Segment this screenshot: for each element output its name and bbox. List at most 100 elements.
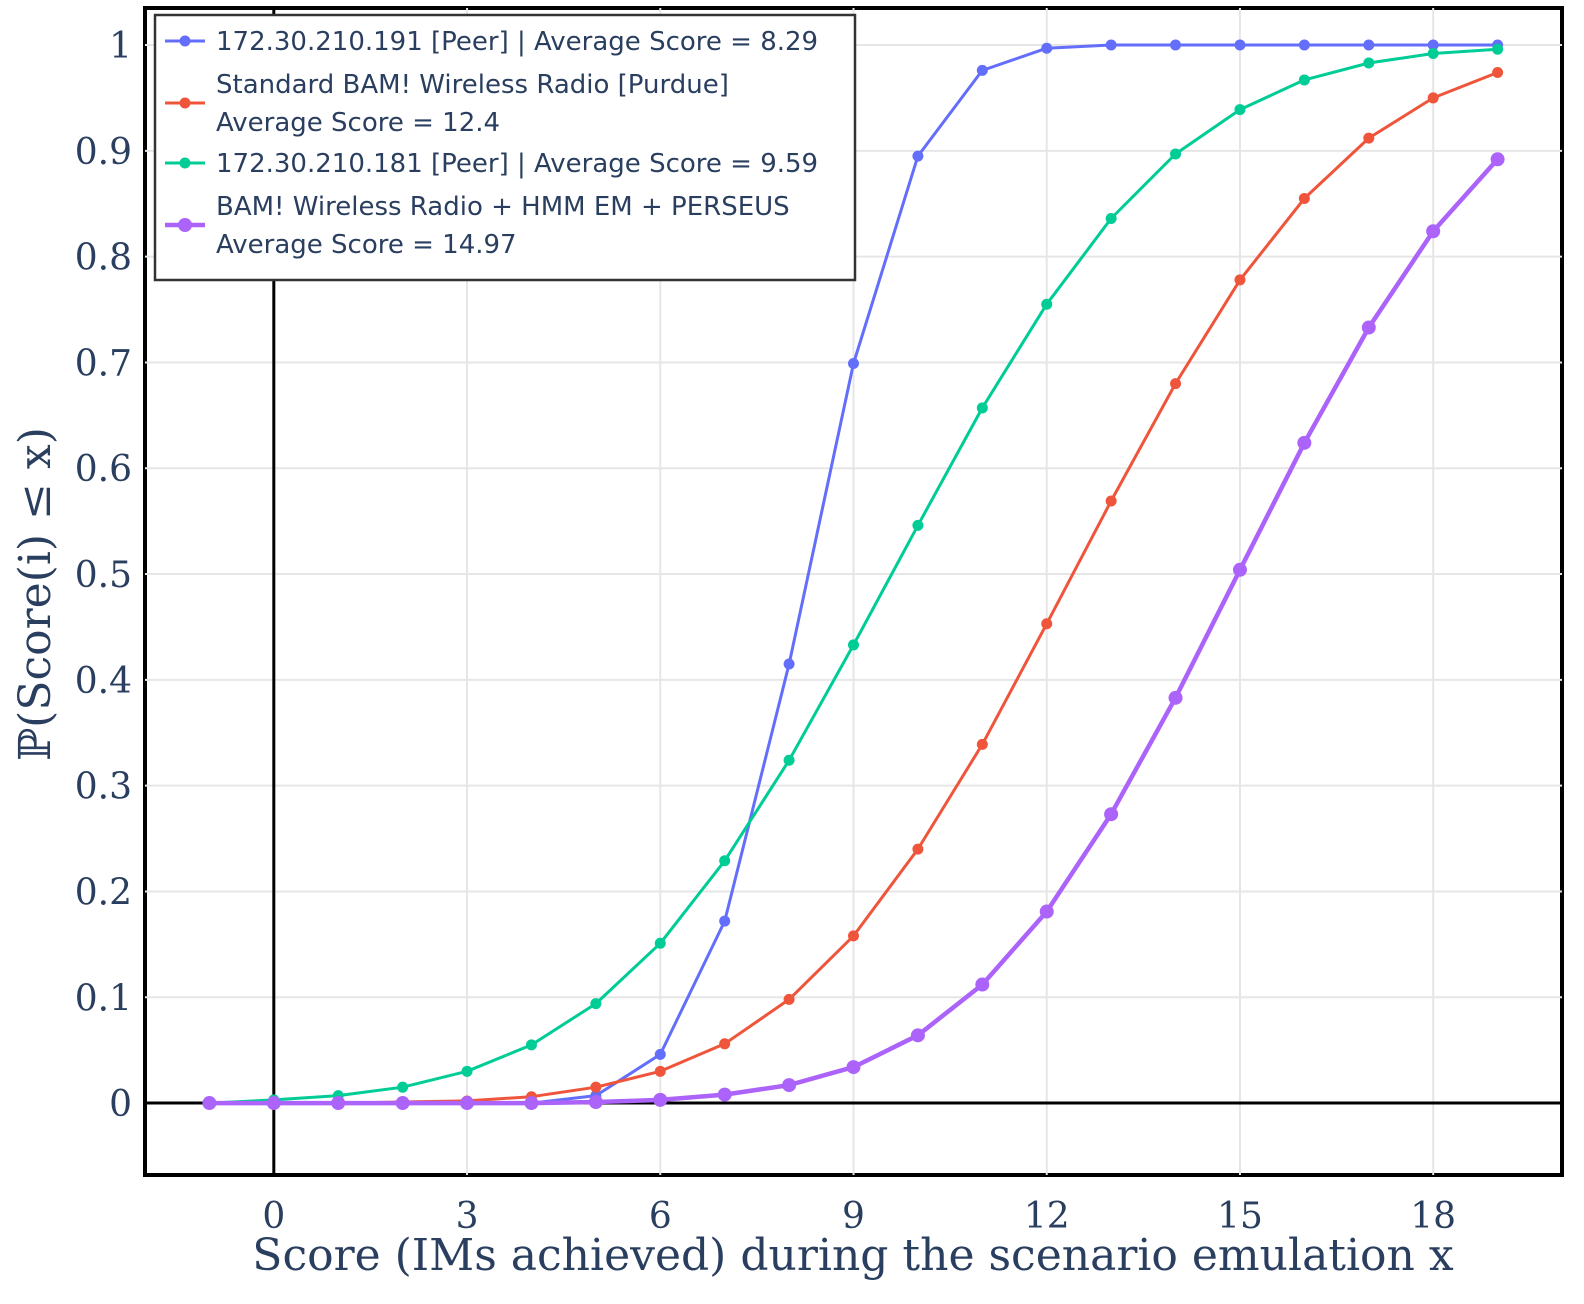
legend: 172.30.210.191 [Peer] | Average Score = …: [153, 13, 857, 282]
data-point: [976, 738, 988, 750]
y-tick-label: 0.4: [75, 661, 132, 702]
data-point: [783, 754, 795, 766]
data-point: [1170, 378, 1182, 390]
data-point: [1427, 92, 1439, 104]
data-point: [1041, 42, 1053, 54]
data-point: [1170, 39, 1182, 51]
data-point: [1041, 618, 1053, 630]
data-point: [975, 977, 990, 992]
data-point: [1170, 148, 1182, 160]
x-tick-label: 18: [1410, 1196, 1456, 1237]
data-point: [653, 1092, 668, 1107]
series-3: [203, 43, 1504, 1109]
data-point: [1492, 43, 1504, 55]
data-point: [912, 519, 924, 531]
x-tick-label: 6: [649, 1196, 672, 1237]
legend-label: Average Score = 12.4: [216, 108, 500, 138]
data-point: [395, 1096, 410, 1111]
data-point: [588, 1094, 603, 1109]
data-point: [331, 1096, 346, 1111]
data-point: [910, 1028, 925, 1043]
data-point: [1234, 39, 1246, 51]
x-tick-label: 15: [1217, 1196, 1263, 1237]
legend-label: BAM! Wireless Radio + HMM EM + PERSEUS: [216, 192, 790, 222]
y-tick-label: 0.5: [75, 555, 132, 596]
data-point: [848, 639, 859, 651]
x-tick-label: 12: [1024, 1196, 1070, 1237]
series-4: [202, 152, 1505, 1111]
data-point: [976, 64, 988, 76]
series-layer: [202, 39, 1505, 1111]
data-point: [976, 402, 988, 414]
data-point: [912, 150, 924, 162]
data-point: [1427, 47, 1439, 59]
data-point: [397, 1081, 409, 1093]
data-point: [1363, 57, 1375, 69]
data-point: [719, 1038, 731, 1050]
x-tick-label: 9: [842, 1196, 865, 1237]
x-axis-title: Score (IMs achieved) during the scenario…: [252, 1230, 1454, 1281]
data-point: [654, 1048, 666, 1060]
data-point: [1234, 274, 1246, 286]
data-point: [1361, 320, 1376, 335]
legend-swatch-marker: [178, 218, 192, 232]
y-tick-label: 0: [109, 1084, 132, 1125]
y-tick-label: 0.6: [75, 449, 132, 490]
y-tick-label: 0.3: [75, 767, 132, 808]
data-point: [266, 1096, 281, 1111]
data-point: [524, 1096, 539, 1111]
data-point: [590, 1081, 602, 1093]
data-point: [590, 998, 602, 1010]
data-point: [1298, 74, 1310, 86]
data-point: [1363, 132, 1375, 144]
data-point: [1039, 904, 1054, 919]
x-tick-label: 3: [456, 1196, 479, 1237]
data-point: [717, 1087, 732, 1102]
data-point: [782, 1078, 797, 1093]
legend-box: [153, 13, 857, 282]
data-point: [719, 855, 731, 867]
data-point: [1490, 152, 1505, 167]
data-point: [1492, 67, 1504, 79]
data-point: [783, 658, 795, 670]
data-point: [654, 1065, 666, 1077]
data-point: [783, 993, 795, 1005]
legend-swatch-marker: [179, 35, 191, 47]
data-point: [912, 843, 924, 855]
x-tick-labels: 0 3 6 9 12 15 18: [262, 1196, 1456, 1237]
y-tick-label: 0.8: [75, 238, 132, 279]
data-point: [1105, 213, 1117, 225]
data-point: [460, 1096, 475, 1111]
data-point: [1104, 807, 1119, 822]
legend-label: 172.30.210.191 [Peer] | Average Score = …: [216, 27, 818, 57]
data-point: [719, 915, 731, 927]
data-point: [1298, 39, 1310, 51]
data-point: [654, 937, 666, 949]
y-tick-labels: 0 0.1 0.2 0.3 0.4 0.5 0.6 0.7 0.8 0.9 1: [75, 26, 132, 1125]
y-tick-label: 0.2: [75, 872, 132, 913]
data-point: [1168, 690, 1183, 705]
data-point: [1234, 104, 1246, 116]
data-point: [1426, 224, 1441, 239]
data-point: [1298, 192, 1310, 204]
data-point: [525, 1039, 537, 1051]
data-point: [848, 930, 859, 942]
data-point: [848, 357, 859, 369]
data-point: [846, 1060, 861, 1075]
data-point: [1427, 39, 1439, 51]
data-point: [1105, 39, 1117, 51]
data-point: [1041, 298, 1053, 310]
data-point: [202, 1096, 217, 1111]
y-axis-title: ℙ(Score(i) ≤ x): [10, 427, 61, 761]
data-point: [1105, 495, 1117, 507]
legend-swatch-marker: [179, 97, 191, 109]
y-tick-label: 0.9: [75, 132, 132, 173]
data-point: [461, 1065, 473, 1077]
y-tick-label: 0.7: [75, 343, 132, 384]
y-tick-label: 0.1: [75, 978, 132, 1019]
legend-swatch-marker: [179, 157, 191, 169]
data-point: [1297, 435, 1312, 450]
x-tick-label: 0: [262, 1196, 285, 1237]
y-tick-label: 1: [109, 26, 132, 67]
